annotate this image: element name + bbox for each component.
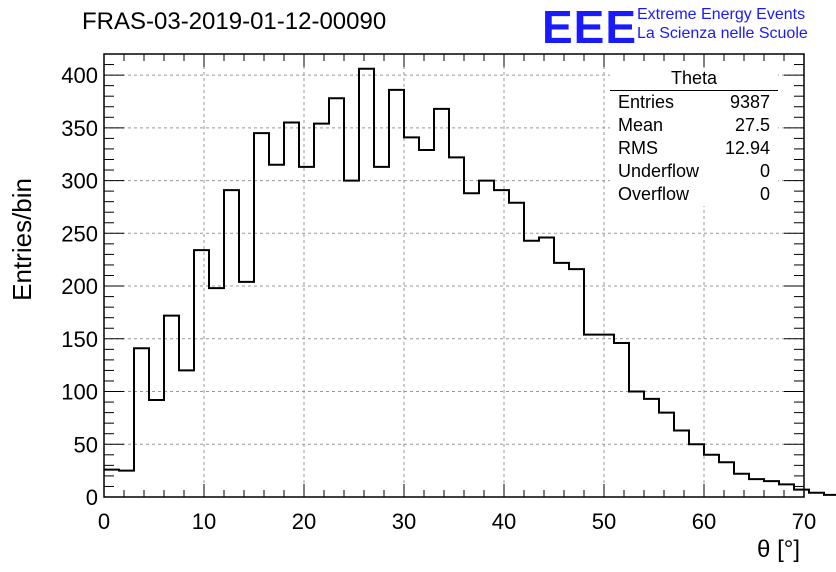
y-tick-label: 50 <box>74 432 98 457</box>
stats-label: Overflow <box>618 184 690 204</box>
stats-title: Theta <box>610 68 778 91</box>
stats-value: 27.5 <box>734 115 770 135</box>
chart-title: FRAS-03-2019-01-12-00090 <box>82 8 387 35</box>
tick-labels: 0 10 20 30 40 50 60 70 0 50 100 150 200 250 300 350 400 <box>61 63 816 534</box>
stats-label: Underflow <box>618 161 700 181</box>
x-tick-label: 60 <box>692 509 716 534</box>
y-axis-label: Entries/bin <box>7 178 37 301</box>
y-tick-label: 150 <box>61 327 98 352</box>
logo-line-2: La Scienza nelle Scuole <box>637 25 808 42</box>
y-tick-label: 250 <box>61 221 98 246</box>
x-tick-label: 50 <box>592 509 616 534</box>
stats-row-overflow: Overflow 0 <box>610 183 778 206</box>
x-tick-label: 30 <box>392 509 416 534</box>
x-tick-label: 20 <box>292 509 316 534</box>
y-tick-label: 300 <box>61 169 98 194</box>
stats-row-rms: RMS 12.94 <box>610 137 778 160</box>
y-tick-label: 400 <box>61 63 98 88</box>
axis-ticks <box>103 53 805 498</box>
x-tick-label: 40 <box>492 509 516 534</box>
stats-value: 9387 <box>729 92 770 112</box>
stats-row-mean: Mean 27.5 <box>610 114 778 137</box>
y-tick-label: 100 <box>61 380 98 405</box>
stats-row-entries: Entries 9387 <box>610 91 778 114</box>
stats-value: 0 <box>759 184 770 204</box>
logo-line-1: Extreme Energy Events <box>637 6 806 23</box>
stats-value: 0 <box>759 161 770 181</box>
x-axis-label: θ [°] <box>757 536 800 563</box>
y-tick-label: 0 <box>86 485 98 510</box>
x-tick-label: 0 <box>98 509 110 534</box>
stats-label: Mean <box>618 115 664 135</box>
y-tick-label: 200 <box>61 274 98 299</box>
y-tick-label: 350 <box>61 116 98 141</box>
stats-value: 12.94 <box>724 138 770 158</box>
histogram-series <box>104 67 836 496</box>
stats-row-underflow: Underflow 0 <box>610 160 778 183</box>
stats-label: Entries <box>618 92 675 112</box>
x-tick-label: 10 <box>192 509 216 534</box>
eee-logo: EEE <box>542 1 638 53</box>
x-tick-label: 70 <box>792 509 816 534</box>
stats-label: RMS <box>618 138 658 158</box>
stats-box: Theta Entries 9387 Mean 27.5 RMS 12.94 U… <box>610 68 778 206</box>
